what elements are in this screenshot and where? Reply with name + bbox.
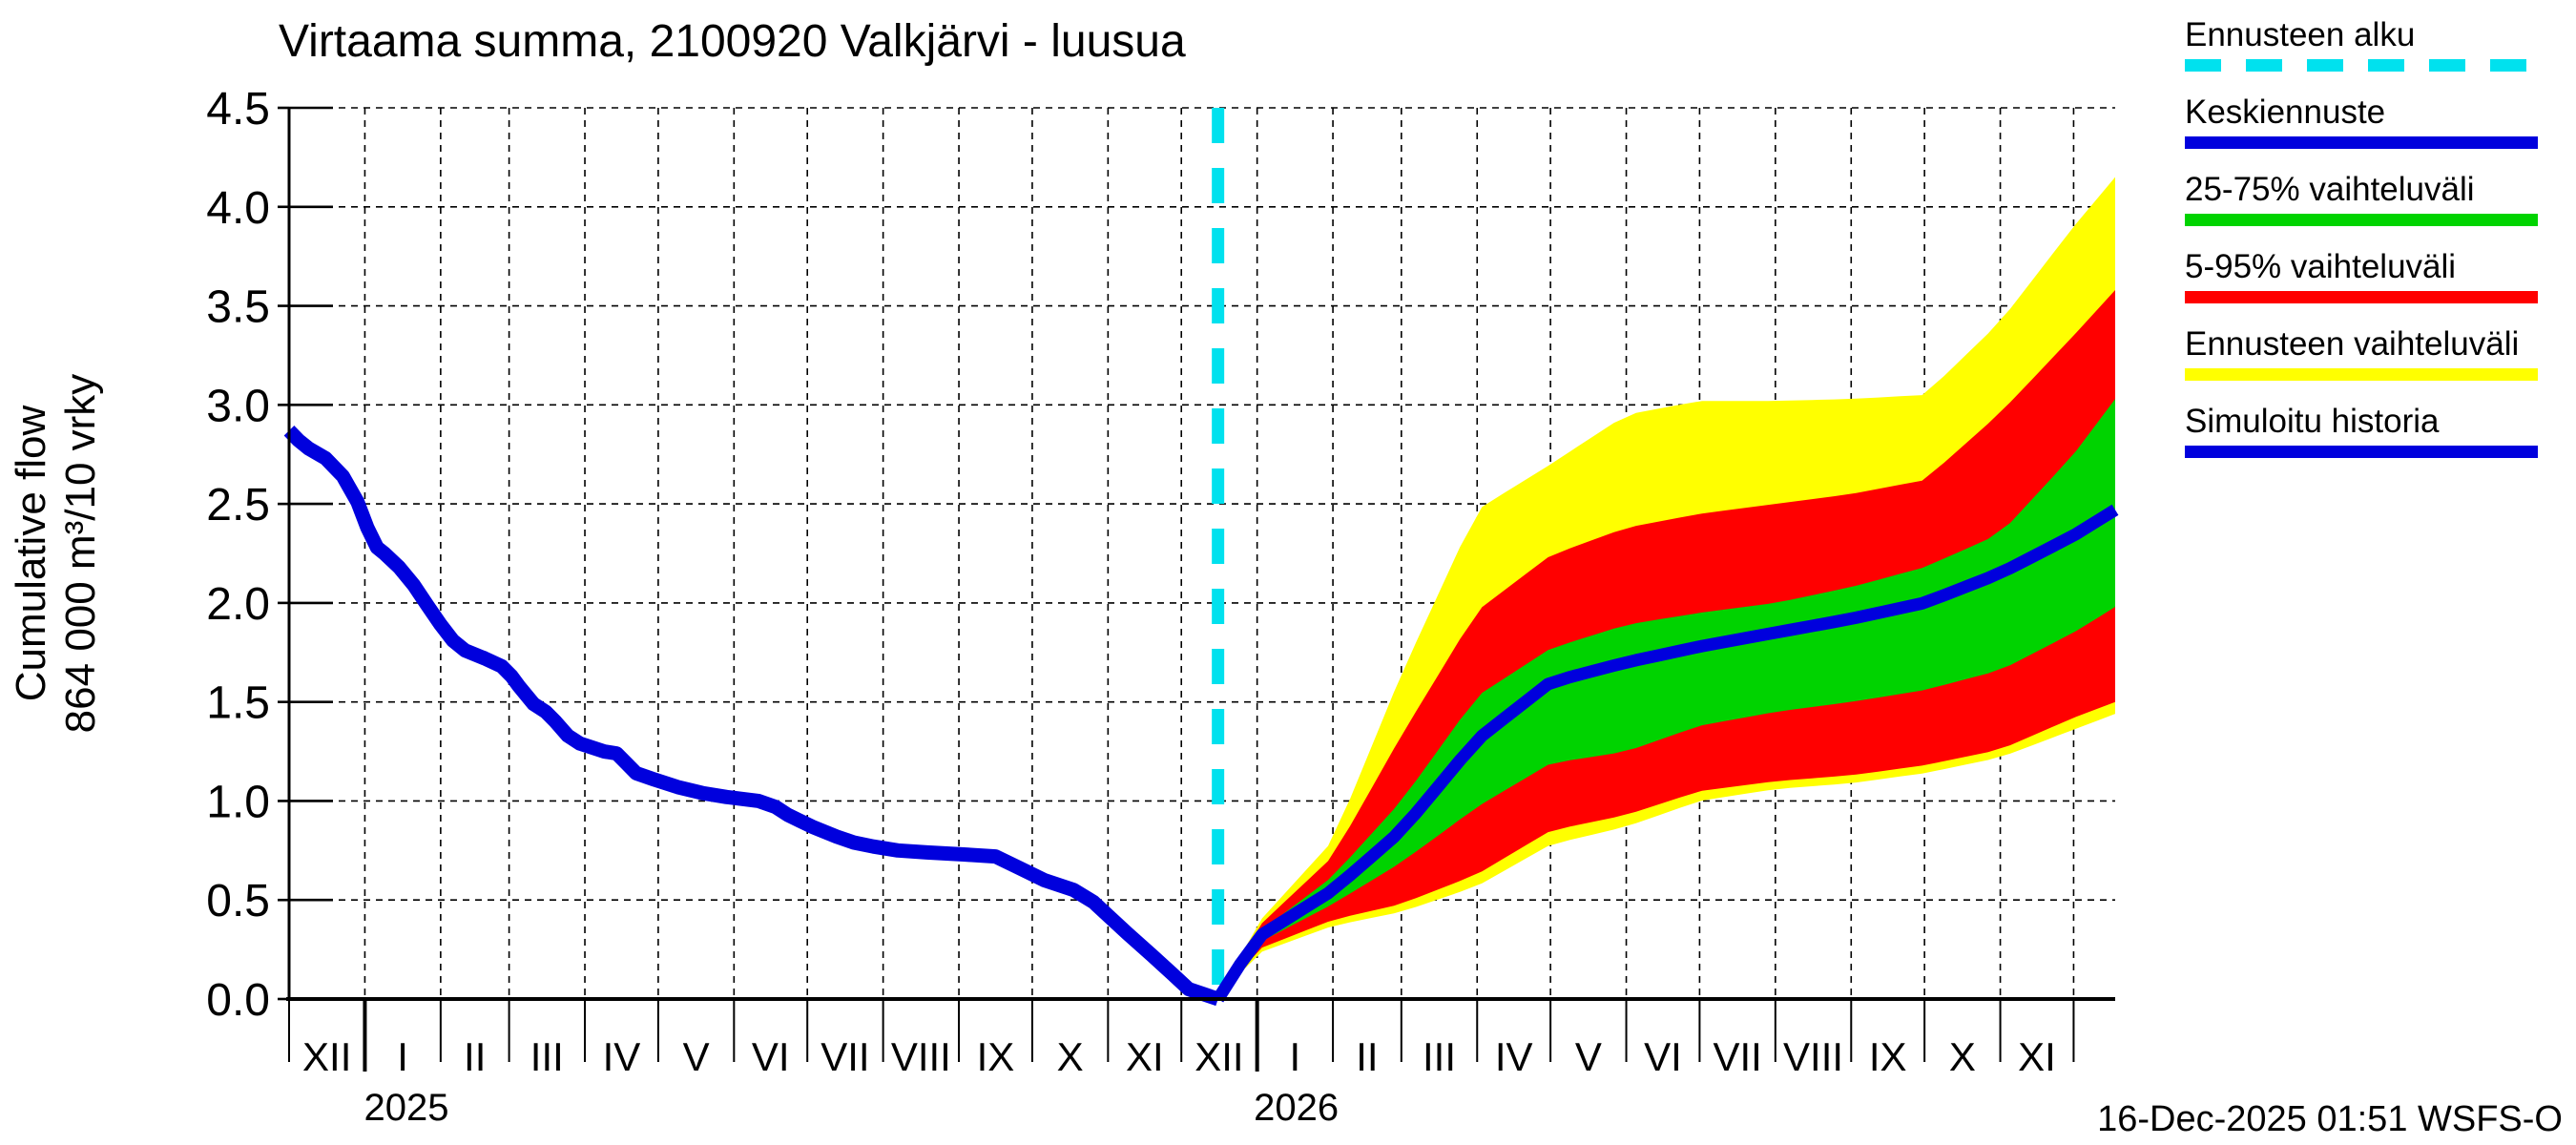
svg-text:IV: IV bbox=[1495, 1034, 1533, 1079]
svg-text:I: I bbox=[1290, 1034, 1301, 1079]
legend-item-median: Keskiennuste bbox=[2185, 94, 2566, 149]
legend-label: 25-75% vaihteluväli bbox=[2185, 171, 2475, 208]
svg-text:2.0: 2.0 bbox=[206, 579, 270, 630]
history-line bbox=[283, 426, 1221, 1007]
svg-text:0.5: 0.5 bbox=[206, 876, 270, 926]
legend-label: Ennusteen vaihteluväli bbox=[2185, 325, 2520, 363]
svg-text:VII: VII bbox=[1713, 1034, 1761, 1079]
red-line-swatch bbox=[2185, 291, 2538, 303]
svg-text:X: X bbox=[1057, 1034, 1084, 1079]
svg-text:V: V bbox=[1575, 1034, 1602, 1079]
legend-item-forecast-start: Ennusteen alku bbox=[2185, 17, 2566, 72]
legend: Ennusteen alku Keskiennuste 25-75% vaiht… bbox=[2185, 17, 2566, 481]
legend-label: Keskiennuste bbox=[2185, 94, 2386, 131]
svg-text:VII: VII bbox=[821, 1034, 869, 1079]
svg-text:VI: VI bbox=[752, 1034, 790, 1079]
svg-text:II: II bbox=[1356, 1034, 1378, 1079]
legend-label: Simuloitu historia bbox=[2185, 403, 2440, 440]
svg-text:1.5: 1.5 bbox=[206, 678, 270, 729]
svg-text:VIII: VIII bbox=[1783, 1034, 1843, 1079]
svg-text:III: III bbox=[530, 1034, 564, 1079]
svg-text:2025: 2025 bbox=[364, 1087, 448, 1129]
green-line-swatch bbox=[2185, 214, 2538, 226]
svg-text:VIII: VIII bbox=[891, 1034, 951, 1079]
svg-text:V: V bbox=[683, 1034, 710, 1079]
legend-item-range: Ennusteen vaihteluväli bbox=[2185, 326, 2566, 381]
axes bbox=[278, 106, 2115, 1072]
svg-text:XII: XII bbox=[302, 1034, 351, 1079]
timestamp: 16-Dec-2025 01:51 WSFS-O bbox=[2097, 1099, 2563, 1139]
svg-text:XI: XI bbox=[2018, 1034, 2056, 1079]
chart-title: Virtaama summa, 2100920 Valkjärvi - luus… bbox=[279, 16, 1186, 67]
forecast-bands bbox=[1217, 177, 2115, 1000]
svg-text:IX: IX bbox=[1869, 1034, 1907, 1079]
svg-text:4.5: 4.5 bbox=[206, 84, 270, 135]
yellow-line-swatch bbox=[2185, 368, 2538, 381]
legend-label: 5-95% vaihteluväli bbox=[2185, 248, 2457, 285]
svg-text:III: III bbox=[1423, 1034, 1456, 1079]
svg-text:X: X bbox=[1949, 1034, 1976, 1079]
blue-line-swatch bbox=[2185, 136, 2538, 149]
svg-text:IX: IX bbox=[977, 1034, 1015, 1079]
data-lines bbox=[283, 426, 2119, 1007]
svg-text:IV: IV bbox=[603, 1034, 641, 1079]
svg-text:1.0: 1.0 bbox=[206, 777, 270, 827]
svg-text:2026: 2026 bbox=[1254, 1087, 1339, 1129]
svg-text:0.0: 0.0 bbox=[206, 975, 270, 1026]
legend-label: Ennusteen alku bbox=[2185, 16, 2416, 53]
svg-text:XI: XI bbox=[1126, 1034, 1164, 1079]
band-25-75-green bbox=[1217, 399, 2115, 1000]
median-forecast-line bbox=[1213, 504, 2119, 1003]
cyan-dashed-line-swatch bbox=[2185, 59, 2538, 72]
gridlines bbox=[289, 107, 2115, 999]
svg-text:XII: XII bbox=[1195, 1034, 1243, 1079]
svg-text:I: I bbox=[397, 1034, 408, 1079]
legend-item-history: Simuloitu historia bbox=[2185, 404, 2566, 458]
svg-text:2.5: 2.5 bbox=[206, 480, 270, 531]
svg-text:3.5: 3.5 bbox=[206, 282, 270, 333]
legend-item-5-95: 5-95% vaihteluväli bbox=[2185, 249, 2566, 303]
blue-line-swatch bbox=[2185, 446, 2538, 458]
svg-text:4.0: 4.0 bbox=[206, 183, 270, 234]
svg-text:VI: VI bbox=[1644, 1034, 1682, 1079]
legend-item-25-75: 25-75% vaihteluväli bbox=[2185, 172, 2566, 226]
svg-text:II: II bbox=[464, 1034, 486, 1079]
svg-text:3.0: 3.0 bbox=[206, 381, 270, 431]
